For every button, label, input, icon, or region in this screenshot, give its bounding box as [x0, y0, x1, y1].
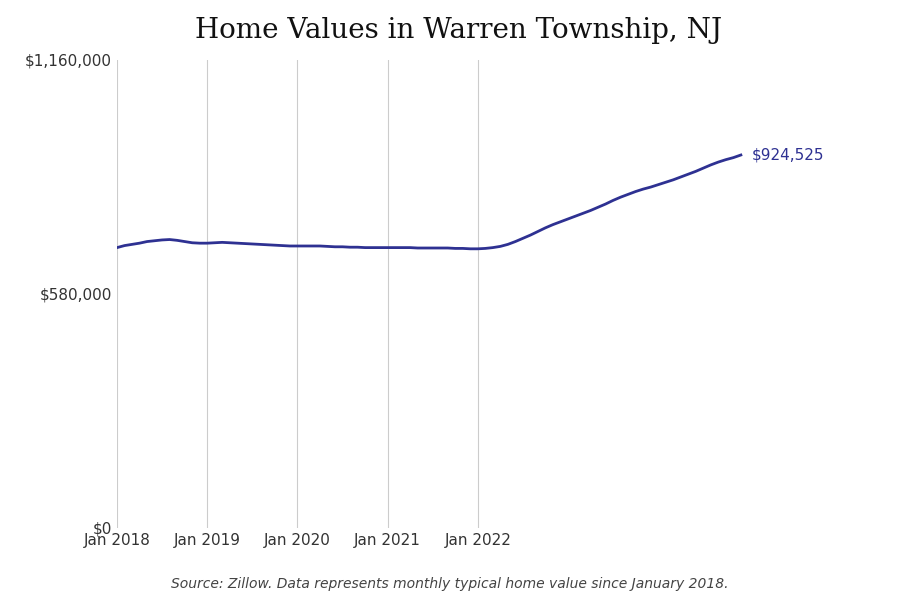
Text: Source: Zillow. Data represents monthly typical home value since January 2018.: Source: Zillow. Data represents monthly … — [171, 577, 729, 591]
Text: $924,525: $924,525 — [752, 148, 824, 163]
Title: Home Values in Warren Township, NJ: Home Values in Warren Township, NJ — [195, 17, 723, 44]
